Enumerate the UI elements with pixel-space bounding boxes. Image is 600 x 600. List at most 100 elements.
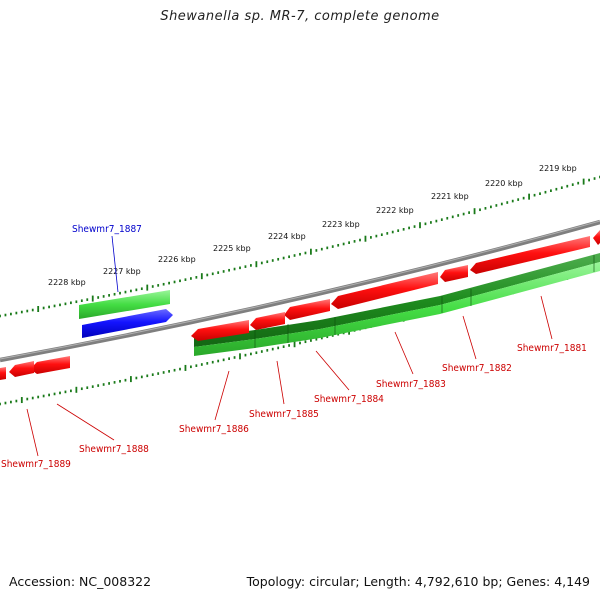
inner-ring-minor-tick bbox=[200, 363, 203, 366]
gene-label-1884[interactable]: Shewmr7_1884 bbox=[314, 394, 384, 405]
inner-ring-minor-tick bbox=[277, 346, 280, 350]
outer-ring-minor-tick bbox=[571, 183, 574, 186]
outer-ring-minor-tick bbox=[222, 270, 225, 273]
gene-label-1887[interactable]: Shewmr7_1887 bbox=[72, 224, 142, 235]
inner-ring-minor-tick bbox=[146, 374, 149, 378]
inner-ring-minor-tick bbox=[140, 375, 143, 379]
gene-label-1886[interactable]: Shewmr7_1886 bbox=[179, 424, 249, 435]
outer-ring-minor-tick bbox=[391, 230, 394, 234]
accession-text: Accession: NC_008322 bbox=[9, 574, 152, 589]
inner-ring-minor-tick bbox=[326, 335, 329, 339]
outer-ring-minor-tick bbox=[446, 216, 449, 220]
outer-ring-minor-tick bbox=[282, 256, 285, 260]
genome-backbone-highlight bbox=[0, 220, 600, 360]
outer-ring-minor-tick bbox=[20, 310, 23, 314]
inner-ring-major-tick bbox=[130, 376, 132, 383]
kbp-label-2222: 2222 kbp bbox=[376, 206, 414, 215]
cds-arrow-1881[interactable] bbox=[593, 230, 600, 245]
outer-ring-major-tick bbox=[146, 284, 149, 291]
inner-ring-minor-tick bbox=[173, 368, 176, 372]
outer-ring-minor-tick bbox=[424, 222, 427, 226]
inner-ring-minor-tick bbox=[250, 352, 252, 356]
inner-ring-minor-tick bbox=[91, 385, 94, 388]
outer-ring-major-tick bbox=[200, 273, 203, 280]
outer-ring-minor-tick bbox=[479, 208, 481, 212]
outer-ring-minor-tick bbox=[517, 198, 520, 201]
outer-ring-minor-tick bbox=[42, 306, 45, 310]
cds-arrow-1885[interactable] bbox=[250, 312, 285, 330]
outer-ring-minor-tick bbox=[10, 312, 12, 316]
gene-label-1883[interactable]: Shewmr7_1883 bbox=[376, 379, 446, 390]
inner-ring-minor-tick bbox=[53, 392, 56, 396]
inner-ring-minor-tick bbox=[271, 347, 274, 351]
inner-ring-minor-tick bbox=[119, 379, 121, 383]
inner-ring-minor-tick bbox=[228, 357, 230, 360]
outer-ring-minor-tick bbox=[4, 313, 7, 317]
outer-ring-minor-tick bbox=[451, 215, 454, 219]
outer-ring-minor-tick bbox=[593, 177, 596, 180]
inner-ring-minor-tick bbox=[86, 386, 89, 389]
inner-ring-minor-tick bbox=[179, 367, 181, 371]
outer-ring-minor-tick bbox=[337, 243, 340, 247]
kbp-label-2219: 2219 kbp bbox=[539, 164, 577, 173]
inner-ring-minor-tick bbox=[282, 345, 285, 348]
outer-ring-minor-tick bbox=[511, 199, 514, 203]
inner-ring-minor-tick bbox=[222, 358, 225, 362]
outer-ring-minor-tick bbox=[130, 289, 132, 293]
outer-ring-minor-tick bbox=[75, 300, 78, 304]
outer-ring-minor-tick bbox=[506, 201, 509, 204]
cds-arrow-1889[interactable] bbox=[0, 367, 6, 380]
outer-ring-minor-tick bbox=[15, 311, 18, 315]
outer-ring-minor-tick bbox=[440, 218, 443, 221]
gene-block-green-1887 bbox=[79, 290, 170, 319]
outer-ring-major-tick bbox=[91, 295, 94, 302]
outer-ring-minor-tick bbox=[413, 225, 416, 228]
cds-arrow-1888b[interactable] bbox=[9, 361, 34, 377]
cds-arrow-1888[interactable] bbox=[30, 356, 70, 374]
cds-arrow-1887[interactable] bbox=[82, 309, 173, 338]
gene-label-1885[interactable]: Shewmr7_1885 bbox=[249, 409, 319, 420]
outer-ring-minor-tick bbox=[239, 266, 241, 270]
outer-ring-minor-tick bbox=[359, 238, 361, 242]
inner-ring-minor-tick bbox=[266, 349, 269, 352]
gene-label-1888[interactable]: Shewmr7_1888 bbox=[79, 444, 149, 455]
outer-ring-minor-tick bbox=[462, 212, 465, 216]
inner-ring-minor-tick bbox=[15, 399, 18, 403]
inner-ring-major-tick bbox=[293, 341, 296, 348]
outer-ring-minor-tick bbox=[135, 288, 138, 292]
inner-ring-minor-tick bbox=[80, 387, 83, 391]
inner-ring-minor-tick bbox=[206, 362, 209, 365]
leader-1882 bbox=[462, 315, 477, 360]
inner-ring-minor-tick bbox=[135, 376, 138, 380]
inner-ring-minor-tick bbox=[37, 395, 40, 399]
cds-arrow-1883a[interactable] bbox=[440, 265, 468, 282]
outer-ring-minor-tick bbox=[190, 277, 192, 280]
outer-ring-minor-tick bbox=[380, 233, 383, 237]
cds-arrow-1883[interactable] bbox=[331, 272, 438, 309]
gene-track-light bbox=[194, 262, 600, 356]
gene-label-1882[interactable]: Shewmr7_1882 bbox=[442, 363, 512, 374]
cds-arrows[interactable] bbox=[0, 230, 600, 380]
inner-ring-minor-tick bbox=[70, 389, 72, 393]
gene-track-reverse bbox=[194, 253, 600, 356]
inner-ring-minor-tick bbox=[151, 373, 154, 376]
cds-arrow-1884[interactable] bbox=[284, 299, 330, 320]
gene-label-1889[interactable]: Shewmr7_1889 bbox=[1, 459, 71, 470]
outer-ring-minor-tick bbox=[124, 290, 127, 294]
outer-ring-minor-tick bbox=[304, 251, 307, 255]
cds-arrow-1886[interactable] bbox=[191, 320, 249, 341]
outer-ring-minor-tick bbox=[490, 205, 492, 209]
leader-1885 bbox=[276, 360, 285, 405]
outer-ring-minor-tick bbox=[86, 298, 89, 301]
cds-arrow-1882[interactable] bbox=[470, 236, 590, 274]
gene-label-1881[interactable]: Shewmr7_1881 bbox=[517, 343, 587, 354]
inner-ring-minor-tick bbox=[288, 344, 290, 347]
outer-ring-minor-tick bbox=[500, 202, 503, 206]
outer-ring-minor-tick bbox=[277, 257, 280, 261]
outer-ring-minor-tick bbox=[320, 247, 323, 251]
outer-ring-minor-tick bbox=[288, 255, 290, 259]
inner-ring-minor-tick bbox=[10, 400, 12, 404]
kbp-label-2224: 2224 kbp bbox=[268, 232, 306, 241]
gene-track-dark bbox=[194, 253, 600, 347]
